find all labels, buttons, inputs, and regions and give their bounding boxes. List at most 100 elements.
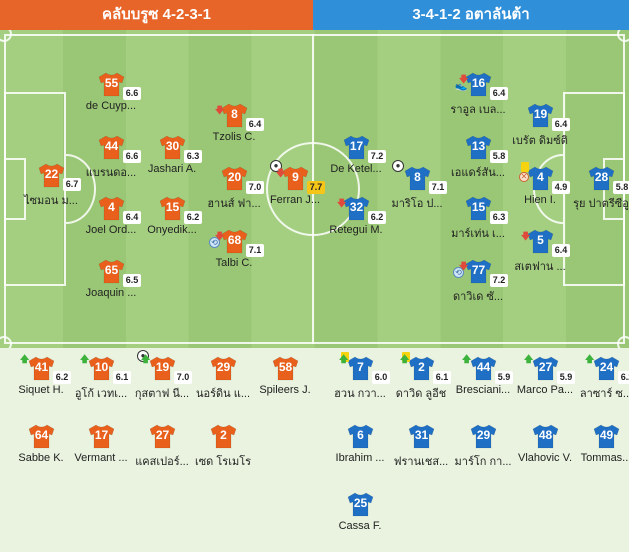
- home-player-4[interactable]: 4 6.4 Joel Ord...: [66, 196, 156, 250]
- player-shirt: 25: [347, 492, 374, 517]
- shirt-number: 44: [476, 360, 491, 374]
- up-arrow-icon: 🡅: [400, 354, 410, 364]
- away-player-49[interactable]: 49 Tommas...: [561, 424, 629, 478]
- home-player-29[interactable]: 29 นอร์ดิน แ...: [178, 356, 268, 410]
- shirt-number: 8: [231, 107, 238, 121]
- player-name: มาร์เท่น เ...: [451, 228, 505, 240]
- away-player-5[interactable]: 5 6.4 🡇 สเตฟาน ...: [495, 229, 585, 283]
- player-name: รุย ปาตรีซีอู: [573, 198, 629, 210]
- shirt-icon: [588, 166, 615, 191]
- shirt-number: 17: [94, 428, 109, 442]
- player-name: Onyedik...: [147, 224, 197, 236]
- home-player-27[interactable]: 27 แคสเปอร์...: [117, 424, 207, 478]
- shirt-number: 55: [104, 76, 119, 90]
- player-rating: 7.1: [246, 244, 264, 257]
- home-player-58[interactable]: 58 Spileers J.: [240, 356, 330, 410]
- up-arrow-icon: 🡅: [462, 354, 472, 364]
- player-shirt: 19: [149, 356, 176, 381]
- away-player-31[interactable]: 31 ฟรานเชส...: [376, 424, 466, 478]
- shirt-icon: [408, 356, 435, 381]
- away-player-77[interactable]: 77 7.2 ⟲ 🡇 ดาวิเด ซั...: [433, 259, 523, 313]
- away-player-13[interactable]: 13 5.8 เอแดร์สัน...: [433, 135, 523, 189]
- home-player-22[interactable]: 22 6.7 ไซมอน ม...: [6, 163, 96, 217]
- home-player-15[interactable]: 15 6.2 Onyedik...: [127, 196, 217, 250]
- player-shirt: 31: [408, 424, 435, 449]
- home-player-65[interactable]: 65 6.5 Joaquin ...: [66, 259, 156, 313]
- player-shirt: 13: [465, 135, 492, 160]
- player-shirt: 48: [532, 424, 559, 449]
- away-player-2[interactable]: 2 6.1 🡅 ดาวิด ลูอีช: [376, 352, 466, 410]
- home-player-64[interactable]: 64 Sabbe K.: [0, 424, 86, 478]
- sub-clock-icon: ⟲: [453, 267, 464, 278]
- away-player-4[interactable]: 4 4.9 ✕ Hien I.: [495, 162, 585, 220]
- away-player-19[interactable]: 19 6.4 เบรัต ดิมซ์ติ: [495, 103, 585, 157]
- shirt-icon: [527, 103, 554, 128]
- shirt-icon: [347, 356, 374, 381]
- player-name: Spileers J.: [259, 384, 311, 396]
- away-player-17[interactable]: 17 7.2 De Ketel...: [311, 135, 401, 189]
- home-player-19[interactable]: 19 7.0 ● 🡅 กุสตาฟ นี...: [117, 350, 207, 410]
- home-player-2[interactable]: 2 เซด โรเมโร: [178, 424, 268, 478]
- home-team-header: คลับบรูซ 4-2-3-1: [0, 0, 313, 30]
- player-rating: 6.4: [490, 87, 508, 100]
- yellow-card-icon: [521, 162, 529, 172]
- home-player-68[interactable]: 68 7.1 ⟲ 🡇 Talbi C.: [189, 229, 279, 283]
- home-player-44[interactable]: 44 6.6 แบรนดอ...: [66, 135, 156, 189]
- home-player-30[interactable]: 30 6.3 Jashari A.: [127, 135, 217, 189]
- shirt-number: 19: [155, 360, 170, 374]
- player-shirt: 49: [593, 424, 620, 449]
- player-shirt: 15: [465, 196, 492, 221]
- shirt-number: 9: [292, 170, 299, 184]
- corner-arc-bl: [0, 336, 12, 348]
- player-name: Joel Ord...: [85, 224, 137, 236]
- player-rating: 6.2: [368, 211, 386, 224]
- player-shirt: 5: [527, 229, 554, 254]
- player-rating: 6.1: [433, 371, 451, 384]
- assist-icon: 👟: [455, 81, 468, 92]
- away-player-24[interactable]: 24 6.2 🡅 ลาซาร์ ซ...: [561, 354, 629, 410]
- away-player-32[interactable]: 32 6.2 🡇 Retegui M.: [311, 196, 401, 250]
- away-player-8[interactable]: 8 7.1 ● มาริโอ ป...: [372, 160, 462, 220]
- away-player-44[interactable]: 44 5.9 🡅 Bresciani...: [438, 354, 528, 410]
- player-rating: 6.4: [123, 211, 141, 224]
- player-rating: 5.9: [495, 371, 513, 384]
- away-player-15[interactable]: 15 6.3 มาร์เท่น เ...: [433, 196, 523, 250]
- away-player-27[interactable]: 27 5.9 🡅 Marco Pa...: [500, 354, 590, 410]
- player-rating: 6.2: [618, 371, 629, 384]
- away-player-48[interactable]: 48 Vlahovic V.: [500, 424, 590, 478]
- shirt-number: 8: [414, 170, 421, 184]
- up-arrow-icon: 🡅: [524, 354, 534, 364]
- home-player-9[interactable]: 9 7.7 ● 🡇 Ferran J...: [250, 160, 340, 220]
- shirt-number: 48: [538, 428, 553, 442]
- home-player-55[interactable]: 55 6.6 de Cuyp...: [66, 72, 156, 126]
- up-arrow-icon: 🡅: [339, 354, 349, 364]
- player-name: Sabbe K.: [18, 452, 64, 464]
- player-shirt: 8: [221, 103, 248, 128]
- home-player-10[interactable]: 10 6.1 🡅 อูโก้ เวทเ...: [56, 354, 146, 410]
- player-name: นอร์ดิน แ...: [195, 388, 250, 400]
- player-shirt: 65: [98, 259, 125, 284]
- home-player-17[interactable]: 17 Vermant ...: [56, 424, 146, 478]
- shirt-icon: [28, 356, 55, 381]
- shirt-icon: [408, 424, 435, 449]
- player-name: ไซมอน ม...: [24, 195, 78, 207]
- away-player-29[interactable]: 29 มาร์โก กา...: [438, 424, 528, 478]
- shirt-number: 41: [34, 360, 49, 374]
- player-shirt: 6: [347, 424, 374, 449]
- away-player-7[interactable]: 7 6.0 🡅 ฮวน กวา...: [315, 352, 405, 410]
- home-player-20[interactable]: 20 7.0 ฮานส์ ฟา...: [189, 166, 279, 220]
- home-player-8[interactable]: 8 6.4 🡇 Tzolis C.: [189, 103, 279, 157]
- away-player-25[interactable]: 25 Cassa F.: [315, 492, 405, 546]
- shirt-number: 25: [353, 496, 368, 510]
- down-arrow-icon: 🡇: [276, 168, 286, 178]
- shirt-icon: [465, 72, 492, 97]
- away-player-16[interactable]: 16 6.4 🡇 👟 ราอูล เบล...: [433, 72, 523, 126]
- away-player-28[interactable]: 28 5.8 รุย ปาตรีซีอู: [556, 166, 629, 220]
- player-name: Cassa F.: [338, 520, 382, 532]
- home-player-41[interactable]: 41 6.2 🡅 Siquet H.: [0, 354, 86, 410]
- away-player-6[interactable]: 6 Ibrahim ...: [315, 424, 405, 478]
- player-name: Tommas...: [580, 452, 629, 464]
- player-name: De Ketel...: [330, 163, 382, 175]
- shirt-icon: [465, 259, 492, 284]
- shirt-number: 27: [155, 428, 170, 442]
